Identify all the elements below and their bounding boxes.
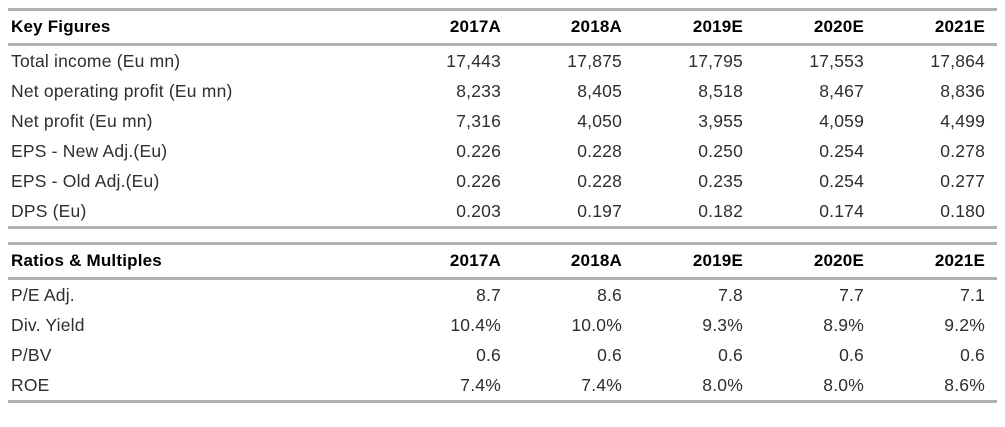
table-cell: 0.197 xyxy=(577,200,622,221)
column-header-2020e: 2020E xyxy=(755,242,876,280)
table-cell: 7.4% xyxy=(581,374,622,395)
table-cell: 0.226 xyxy=(456,140,501,161)
row-label: Net profit (Eu mn) xyxy=(11,110,153,131)
table-cell: 8,518 xyxy=(698,80,743,101)
table-cell: 4,059 xyxy=(819,110,864,131)
table-cell: 7.1 xyxy=(960,284,985,305)
table-cell: 17,553 xyxy=(809,50,864,71)
table-cell: 8.7 xyxy=(476,284,501,305)
table-cell: 0.254 xyxy=(819,140,864,161)
table-cell: 0.182 xyxy=(698,200,743,221)
ratios-multiples-table: Ratios & Multiples 2017A 2018A 2019E 202… xyxy=(8,242,997,403)
row-label: Div. Yield xyxy=(11,314,85,335)
row-label: Net operating profit (Eu mn) xyxy=(11,80,233,101)
table-cell: 0.6 xyxy=(718,344,743,365)
table-row-eps-new-adj: EPS - New Adj.(Eu) 0.226 0.228 0.250 0.2… xyxy=(8,136,997,166)
ratios-multiples-header-row: Ratios & Multiples 2017A 2018A 2019E 202… xyxy=(8,242,997,280)
table-cell: 7,316 xyxy=(456,110,501,131)
row-label: P/BV xyxy=(11,344,52,365)
row-label: P/E Adj. xyxy=(11,284,75,305)
column-header-2019e: 2019E xyxy=(634,8,755,46)
table-cell: 7.4% xyxy=(460,374,501,395)
table-cell: 0.174 xyxy=(819,200,864,221)
ratios-multiples-table-title: Ratios & Multiples xyxy=(8,242,392,280)
row-label: ROE xyxy=(11,374,50,395)
table-cell: 4,050 xyxy=(577,110,622,131)
table-row-roe: ROE 7.4% 7.4% 8.0% 8.0% 8.6% xyxy=(8,370,997,402)
table-cell: 8,405 xyxy=(577,80,622,101)
column-header-2018a: 2018A xyxy=(513,8,634,46)
table-cell: 0.6 xyxy=(839,344,864,365)
row-label: EPS - New Adj.(Eu) xyxy=(11,140,168,161)
table-cell: 0.228 xyxy=(577,140,622,161)
table-cell: 0.235 xyxy=(698,170,743,191)
table-cell: 10.0% xyxy=(571,314,622,335)
table-cell: 9.3% xyxy=(702,314,743,335)
table-cell: 7.8 xyxy=(718,284,743,305)
table-cell: 3,955 xyxy=(698,110,743,131)
column-header-2017a: 2017A xyxy=(392,8,513,46)
table-cell: 0.6 xyxy=(597,344,622,365)
column-header-2020e: 2020E xyxy=(755,8,876,46)
table-cell: 0.254 xyxy=(819,170,864,191)
table-row-dps: DPS (Eu) 0.203 0.197 0.182 0.174 0.180 xyxy=(8,196,997,228)
table-cell: 17,795 xyxy=(688,50,743,71)
table-cell: 0.228 xyxy=(577,170,622,191)
table-row-eps-old-adj: EPS - Old Adj.(Eu) 0.226 0.228 0.235 0.2… xyxy=(8,166,997,196)
table-cell: 0.203 xyxy=(456,200,501,221)
column-header-2019e: 2019E xyxy=(634,242,755,280)
row-label: Total income (Eu mn) xyxy=(11,50,181,71)
table-cell: 8,233 xyxy=(456,80,501,101)
table-cell: 9.2% xyxy=(944,314,985,335)
table-cell: 8.6% xyxy=(944,374,985,395)
table-row-pe-adj: P/E Adj. 8.7 8.6 7.8 7.7 7.1 xyxy=(8,279,997,311)
table-cell: 8,467 xyxy=(819,80,864,101)
table-cell: 7.7 xyxy=(839,284,864,305)
table-cell: 8.9% xyxy=(823,314,864,335)
table-cell: 17,875 xyxy=(567,50,622,71)
table-row-pbv: P/BV 0.6 0.6 0.6 0.6 0.6 xyxy=(8,340,997,370)
table-row-net-operating-profit: Net operating profit (Eu mn) 8,233 8,405… xyxy=(8,76,997,106)
table-cell: 8.0% xyxy=(702,374,743,395)
column-header-2018a: 2018A xyxy=(513,242,634,280)
row-label: DPS (Eu) xyxy=(11,200,87,221)
table-row-total-income: Total income (Eu mn) 17,443 17,875 17,79… xyxy=(8,45,997,77)
table-cell: 0.6 xyxy=(960,344,985,365)
table-cell: 0.6 xyxy=(476,344,501,365)
row-label: EPS - Old Adj.(Eu) xyxy=(11,170,160,191)
key-figures-header-row: Key Figures 2017A 2018A 2019E 2020E 2021… xyxy=(8,8,997,46)
column-header-2021e: 2021E xyxy=(876,8,997,46)
table-cell: 10.4% xyxy=(450,314,501,335)
table-cell: 8,836 xyxy=(940,80,985,101)
table-cell: 17,443 xyxy=(446,50,501,71)
table-row-net-profit: Net profit (Eu mn) 7,316 4,050 3,955 4,0… xyxy=(8,106,997,136)
table-cell: 0.250 xyxy=(698,140,743,161)
column-header-2021e: 2021E xyxy=(876,242,997,280)
table-row-div-yield: Div. Yield 10.4% 10.0% 9.3% 8.9% 9.2% xyxy=(8,310,997,340)
table-cell: 0.277 xyxy=(940,170,985,191)
table-cell: 4,499 xyxy=(940,110,985,131)
column-header-2017a: 2017A xyxy=(392,242,513,280)
table-cell: 0.278 xyxy=(940,140,985,161)
key-figures-table: Key Figures 2017A 2018A 2019E 2020E 2021… xyxy=(8,8,997,229)
table-cell: 8.6 xyxy=(597,284,622,305)
key-figures-table-title: Key Figures xyxy=(8,8,392,46)
table-cell: 0.180 xyxy=(940,200,985,221)
table-cell: 8.0% xyxy=(823,374,864,395)
table-cell: 17,864 xyxy=(930,50,985,71)
table-cell: 0.226 xyxy=(456,170,501,191)
